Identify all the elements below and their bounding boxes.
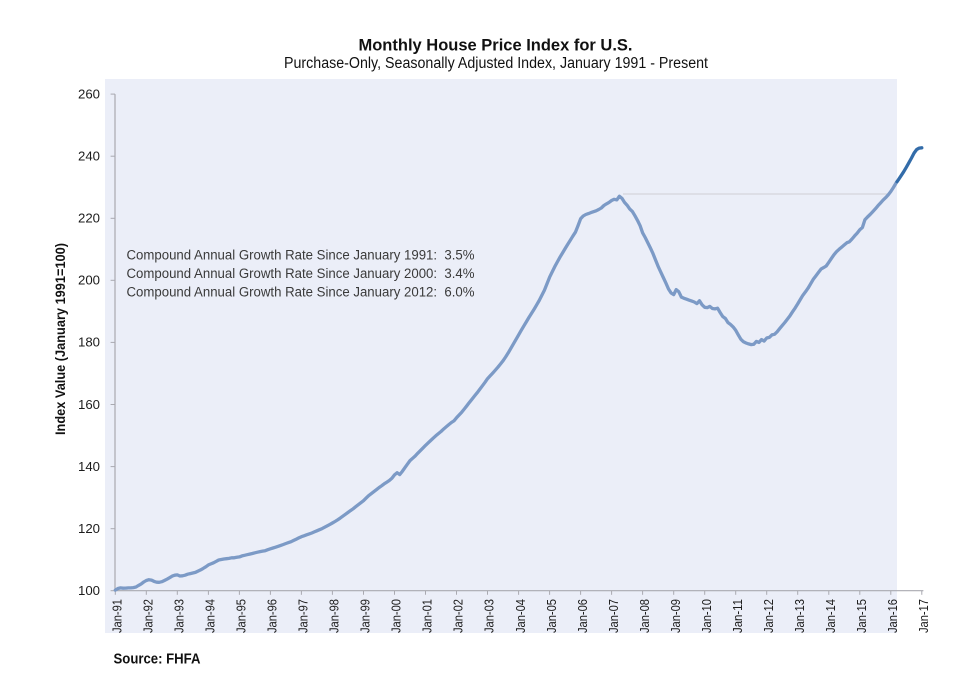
svg-text:Index Value (January 1991=100): Index Value (January 1991=100) (52, 243, 68, 435)
svg-text:Jan-95: Jan-95 (235, 599, 249, 633)
svg-text:Jan-97: Jan-97 (297, 599, 311, 633)
svg-text:Jan-91: Jan-91 (111, 599, 125, 633)
svg-text:Jan-98: Jan-98 (328, 599, 342, 633)
svg-text:Source: FHFA: Source: FHFA (114, 652, 201, 668)
svg-text:140: 140 (78, 459, 100, 474)
svg-text:220: 220 (78, 211, 100, 226)
svg-text:Jan-02: Jan-02 (452, 599, 466, 633)
svg-text:160: 160 (78, 397, 100, 412)
svg-text:Jan-99: Jan-99 (359, 599, 373, 633)
svg-text:240: 240 (78, 149, 100, 164)
svg-text:200: 200 (78, 273, 100, 288)
svg-text:Jan-17: Jan-17 (917, 599, 931, 633)
svg-text:Jan-04: Jan-04 (514, 599, 528, 633)
svg-text:Jan-05: Jan-05 (545, 599, 559, 633)
svg-text:100: 100 (78, 583, 100, 598)
svg-text:Jan-14: Jan-14 (824, 599, 838, 633)
svg-text:Jan-00: Jan-00 (390, 599, 404, 633)
svg-text:Compound Annual Growth Rate Si: Compound Annual Growth Rate Since Januar… (127, 285, 475, 300)
svg-text:Compound Annual Growth Rate Si: Compound Annual Growth Rate Since Januar… (127, 247, 475, 262)
svg-text:180: 180 (78, 335, 100, 350)
svg-text:Jan-09: Jan-09 (669, 599, 683, 633)
svg-text:Jan-16: Jan-16 (886, 599, 900, 633)
svg-text:Compound Annual Growth Rate Si: Compound Annual Growth Rate Since Januar… (127, 266, 475, 281)
svg-text:Jan-13: Jan-13 (793, 599, 807, 633)
svg-text:Jan-10: Jan-10 (700, 599, 714, 633)
svg-text:Jan-01: Jan-01 (421, 599, 435, 633)
svg-text:Jan-12: Jan-12 (762, 599, 776, 633)
svg-text:Purchase-Only, Seasonally Adju: Purchase-Only, Seasonally Adjusted Index… (284, 55, 709, 72)
svg-text:260: 260 (78, 86, 100, 101)
svg-text:Jan-11: Jan-11 (731, 599, 745, 633)
svg-text:Jan-15: Jan-15 (855, 599, 869, 633)
svg-text:120: 120 (78, 521, 100, 536)
svg-text:Jan-06: Jan-06 (576, 599, 590, 633)
svg-text:Jan-93: Jan-93 (173, 599, 187, 633)
svg-text:Jan-03: Jan-03 (483, 599, 497, 633)
svg-text:Monthly House Price Index for: Monthly House Price Index for U.S. (359, 35, 633, 54)
svg-text:Jan-96: Jan-96 (266, 599, 280, 633)
svg-text:Jan-07: Jan-07 (607, 599, 621, 633)
svg-text:Jan-08: Jan-08 (638, 599, 652, 633)
svg-text:Jan-94: Jan-94 (204, 599, 218, 633)
svg-text:Jan-92: Jan-92 (142, 599, 156, 633)
